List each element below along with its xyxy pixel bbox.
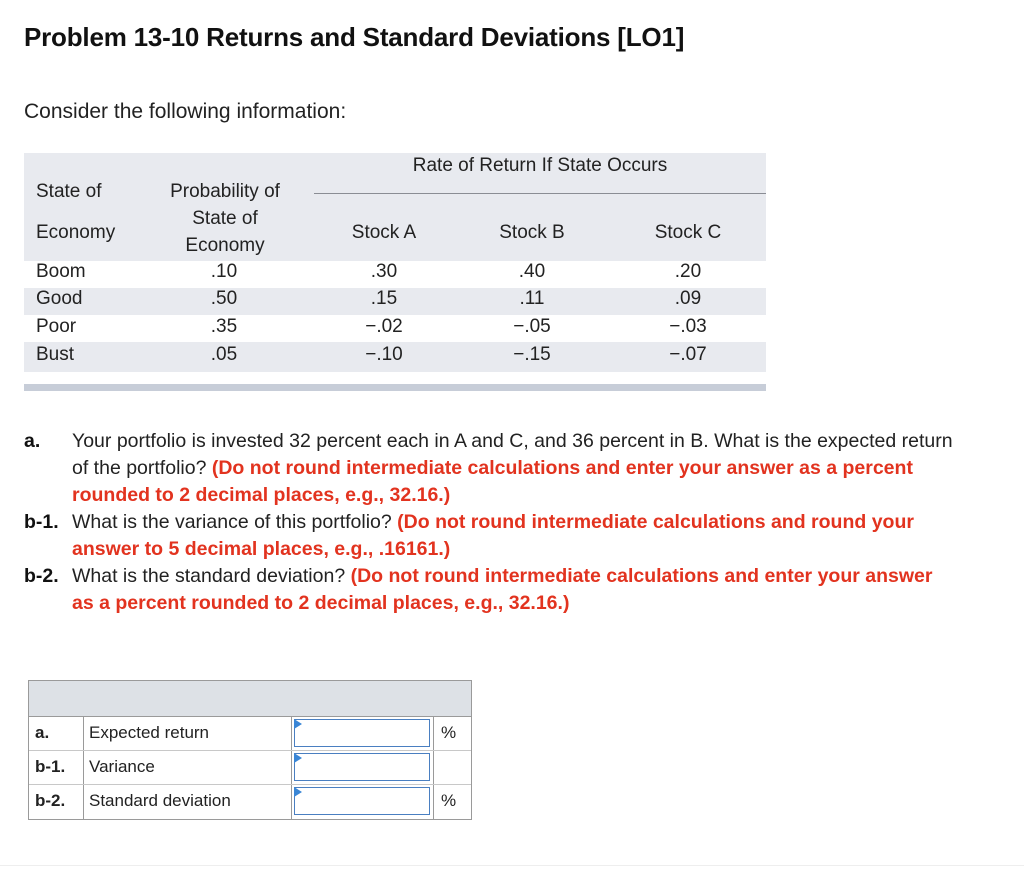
question-label: b-2.	[24, 565, 59, 587]
stock-b-cell: −.15	[513, 344, 551, 365]
prob-cell: .35	[210, 316, 238, 337]
header-stock-c: Stock C	[654, 222, 722, 243]
state-cell: Bust	[36, 344, 75, 365]
header-state-line2: Economy	[36, 222, 116, 243]
answer-key: b-2.	[35, 791, 66, 810]
prob-cell: .10	[210, 261, 238, 282]
question-instruction: (Do not round intermediate calculations …	[72, 457, 913, 506]
stock-b-cell: .40	[518, 261, 546, 282]
problem-title: Problem 13-10 Returns and Standard Devia…	[24, 22, 685, 52]
variance-input[interactable]	[294, 753, 433, 782]
input-flag-icon	[294, 787, 302, 797]
answer-row-variance: b-1. Variance	[29, 750, 471, 784]
row-divider	[29, 750, 471, 751]
question-text: What is the variance of this portfolio?	[72, 511, 392, 533]
percent-unit: %	[441, 791, 457, 810]
variance-field[interactable]	[295, 754, 433, 782]
table-row-band	[24, 288, 766, 315]
input-flag-icon	[294, 719, 302, 729]
header-prob-line3: Economy	[185, 235, 265, 256]
prob-cell: .05	[210, 344, 238, 365]
stock-b-cell: −.05	[513, 316, 551, 337]
expected-return-input[interactable]	[294, 719, 433, 748]
question-instruction: (Do not round intermediate calculations …	[72, 511, 914, 560]
stock-a-cell: .30	[370, 261, 398, 282]
answer-key: b-1.	[35, 757, 66, 776]
standard-deviation-field[interactable]	[295, 788, 433, 816]
column-divider	[291, 716, 292, 819]
answer-row-expected-return: a. Expected return %	[29, 716, 471, 750]
stock-c-cell: .09	[674, 288, 702, 309]
input-flag-icon	[294, 753, 302, 763]
question-list: a. Your portfolio is invested 32 percent…	[24, 428, 954, 617]
stock-a-cell: −.02	[365, 316, 403, 337]
header-state-line1: State of	[36, 181, 102, 202]
group-header: Rate of Return If State Occurs	[412, 155, 668, 176]
stock-a-cell: −.10	[365, 344, 403, 365]
stock-c-cell: .20	[674, 261, 702, 282]
row-divider	[29, 784, 471, 785]
answer-label: Standard deviation	[89, 791, 231, 810]
state-cell: Good	[36, 288, 83, 309]
header-prob-line1: Probability of	[170, 181, 280, 202]
state-cell: Boom	[36, 261, 86, 282]
expected-return-field[interactable]	[295, 720, 433, 748]
answer-key: a.	[35, 723, 50, 742]
stock-c-cell: −.03	[669, 316, 707, 337]
question-a: a. Your portfolio is invested 32 percent…	[24, 428, 954, 509]
answer-label: Variance	[89, 757, 155, 776]
question-label: b-1.	[24, 511, 59, 533]
stock-a-cell: .15	[370, 288, 398, 309]
table-row-band	[24, 342, 766, 372]
column-divider	[433, 716, 434, 819]
table-header-band	[24, 153, 766, 261]
answer-label: Expected return	[89, 723, 210, 742]
question-label: a.	[24, 430, 41, 452]
prob-cell: .50	[210, 288, 238, 309]
question-instruction: (Do not round intermediate calculations …	[72, 565, 933, 614]
answer-table-header	[29, 681, 471, 717]
stock-b-cell: .11	[519, 288, 545, 309]
column-divider	[83, 716, 84, 819]
percent-unit: %	[441, 723, 457, 742]
question-text: What is the standard deviation?	[72, 565, 346, 587]
header-stock-b: Stock B	[499, 222, 565, 243]
question-b2: b-2. What is the standard deviation? (Do…	[24, 563, 954, 617]
question-text: Your portfolio is invested 32 percent ea…	[72, 430, 953, 479]
page-bottom-divider	[0, 865, 1024, 866]
table-footer-bar	[24, 384, 766, 391]
group-header-rule	[314, 193, 766, 194]
question-b1: b-1. What is the variance of this portfo…	[24, 509, 954, 563]
answer-table: a. Expected return % b-1. Variance b-2. …	[28, 680, 472, 820]
stock-c-cell: −.07	[669, 344, 707, 365]
header-prob-line2: State of	[192, 208, 258, 229]
header-stock-a: Stock A	[351, 222, 417, 243]
standard-deviation-input[interactable]	[294, 787, 433, 816]
answer-row-standard-deviation: b-2. Standard deviation %	[29, 784, 471, 818]
intro-text: Consider the following information:	[24, 100, 347, 123]
state-cell: Poor	[36, 316, 77, 337]
